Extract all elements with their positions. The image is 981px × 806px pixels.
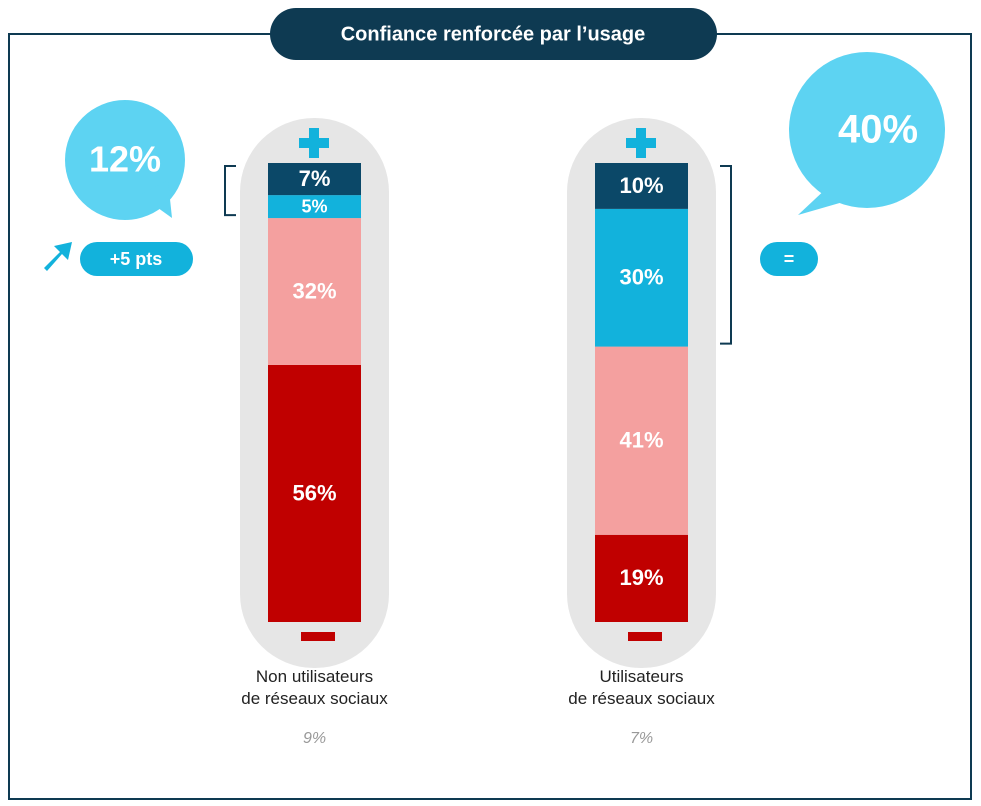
category-label: Non utilisateurs de réseaux sociaux <box>241 667 388 708</box>
bar-segment <box>595 346 688 535</box>
right-change: = <box>784 249 795 269</box>
change-pill <box>80 242 193 276</box>
value-label: 32% <box>292 278 336 303</box>
up-arrow <box>44 242 72 271</box>
chart-title: Confiance renforcée par l’usage <box>341 23 646 45</box>
bar-segment <box>268 218 361 365</box>
plus-icon <box>626 128 656 158</box>
bar-segment <box>595 534 688 622</box>
plus-icon <box>299 128 329 158</box>
value-label: 41% <box>619 428 663 453</box>
bar-segment <box>268 364 361 622</box>
right-total: 40% <box>838 108 918 152</box>
bubble-tail <box>798 185 850 215</box>
value-label: 7% <box>299 166 331 191</box>
bracket <box>224 165 236 217</box>
left-total: 12% <box>89 139 161 180</box>
value-label: 30% <box>619 265 663 290</box>
category-label: Utilisateurs de réseaux sociaux <box>568 667 715 708</box>
change-pill <box>760 242 818 276</box>
base-note: 9% <box>302 730 327 747</box>
bubble-tail <box>140 180 172 218</box>
bar-segment <box>595 208 688 347</box>
bar-segment <box>595 163 688 209</box>
bar-segment <box>268 195 361 219</box>
minus-icon <box>301 632 335 641</box>
value-label: 19% <box>619 565 663 590</box>
left-change: +5 pts <box>110 249 163 269</box>
value-label: 5% <box>301 196 327 216</box>
bracket <box>720 165 732 345</box>
minus-icon <box>628 632 662 641</box>
base-note: 7% <box>629 730 654 747</box>
value-label: 10% <box>619 173 663 198</box>
bar-segment <box>268 163 361 196</box>
title-pill <box>270 8 717 60</box>
speech-bubble <box>789 52 945 208</box>
value-label: 56% <box>292 480 336 505</box>
